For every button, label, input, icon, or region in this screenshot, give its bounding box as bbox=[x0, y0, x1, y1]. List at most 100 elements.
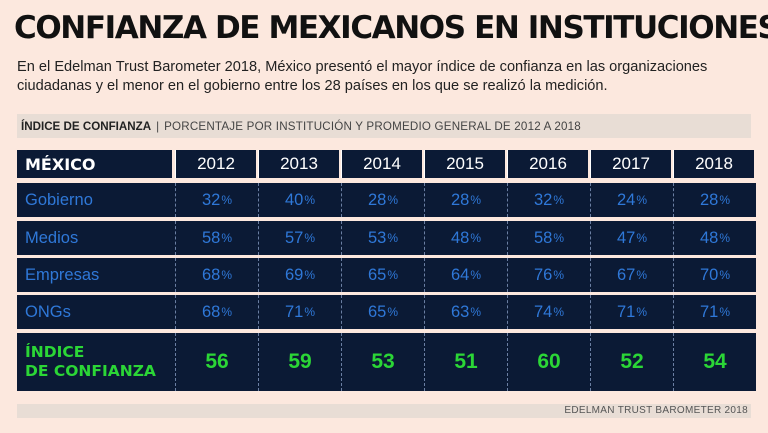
percent-sign: % bbox=[636, 305, 648, 319]
source-credit: EDELMAN TRUST BAROMETER 2018 bbox=[564, 405, 748, 416]
caption-description: PORCENTAJE POR INSTITUCIÓN Y PROMEDIO GE… bbox=[164, 119, 581, 133]
index-value: 54 bbox=[673, 333, 756, 391]
percent-sign: % bbox=[470, 231, 482, 245]
value-number: 71 bbox=[699, 302, 719, 321]
percent-sign: % bbox=[304, 193, 316, 207]
year-header: 2016 bbox=[507, 150, 588, 178]
value-number: 24 bbox=[616, 190, 636, 209]
year-header: 2013 bbox=[258, 150, 339, 178]
index-row: ÍNDICE DE CONFIANZA 56 59 53 51 60 52 54 bbox=[17, 333, 756, 391]
percent-sign: % bbox=[221, 305, 233, 319]
value-cell: 69% bbox=[258, 258, 341, 292]
page-title: CONFIANZA DE MEXICANOS EN INSTITUCIONES bbox=[14, 10, 768, 46]
value-number: 47 bbox=[616, 228, 636, 247]
value-cell: 32% bbox=[175, 183, 258, 217]
value-cell: 40% bbox=[258, 183, 341, 217]
value-number: 65 bbox=[367, 265, 387, 284]
value-cell: 65% bbox=[341, 258, 424, 292]
index-value: 60 bbox=[507, 333, 590, 391]
table-row-gobierno: Gobierno 32% 40% 28% 28% 32% 24% 28% bbox=[17, 183, 756, 217]
value-cell: 58% bbox=[507, 221, 590, 255]
value-cell: 71% bbox=[258, 295, 341, 329]
percent-sign: % bbox=[636, 193, 648, 207]
value-number: 40 bbox=[284, 190, 304, 209]
value-number: 71 bbox=[284, 302, 304, 321]
index-value: 53 bbox=[341, 333, 424, 391]
percent-sign: % bbox=[553, 193, 565, 207]
corner-label: MÉXICO bbox=[17, 150, 172, 178]
value-number: 28 bbox=[450, 190, 470, 209]
value-cell: 24% bbox=[590, 183, 673, 217]
value-cell: 63% bbox=[424, 295, 507, 329]
value-cell: 47% bbox=[590, 221, 673, 255]
value-cell: 64% bbox=[424, 258, 507, 292]
year-header: 2012 bbox=[175, 150, 256, 178]
caption-separator: | bbox=[156, 119, 160, 133]
value-number: 48 bbox=[699, 228, 719, 247]
percent-sign: % bbox=[221, 268, 233, 282]
index-label-line2: DE CONFIANZA bbox=[25, 362, 156, 380]
percent-sign: % bbox=[221, 231, 233, 245]
percent-sign: % bbox=[387, 231, 399, 245]
year-header: 2018 bbox=[673, 150, 754, 178]
value-cell: 58% bbox=[175, 221, 258, 255]
percent-sign: % bbox=[387, 305, 399, 319]
percent-sign: % bbox=[221, 193, 233, 207]
percent-sign: % bbox=[553, 231, 565, 245]
value-number: 65 bbox=[367, 302, 387, 321]
value-number: 68 bbox=[201, 265, 221, 284]
value-cell: 57% bbox=[258, 221, 341, 255]
value-number: 76 bbox=[533, 265, 553, 284]
index-value: 51 bbox=[424, 333, 507, 391]
value-number: 58 bbox=[533, 228, 553, 247]
table-row-empresas: Empresas 68% 69% 65% 64% 76% 67% 70% bbox=[17, 258, 756, 292]
value-number: 70 bbox=[699, 265, 719, 284]
percent-sign: % bbox=[719, 193, 731, 207]
value-cell: 32% bbox=[507, 183, 590, 217]
year-header: 2015 bbox=[424, 150, 505, 178]
index-label: ÍNDICE DE CONFIANZA bbox=[17, 333, 175, 391]
percent-sign: % bbox=[387, 268, 399, 282]
subtitle: En el Edelman Trust Barometer 2018, Méxi… bbox=[17, 59, 708, 94]
percent-sign: % bbox=[470, 193, 482, 207]
value-cell: 68% bbox=[175, 258, 258, 292]
percent-sign: % bbox=[304, 231, 316, 245]
value-number: 64 bbox=[450, 265, 470, 284]
value-number: 58 bbox=[201, 228, 221, 247]
year-header: 2014 bbox=[341, 150, 422, 178]
percent-sign: % bbox=[719, 268, 731, 282]
value-number: 53 bbox=[367, 228, 387, 247]
value-cell: 28% bbox=[673, 183, 756, 217]
value-cell: 71% bbox=[590, 295, 673, 329]
value-number: 28 bbox=[699, 190, 719, 209]
value-number: 69 bbox=[284, 265, 304, 284]
row-label: Medios bbox=[17, 221, 175, 255]
percent-sign: % bbox=[636, 231, 648, 245]
percent-sign: % bbox=[387, 193, 399, 207]
value-number: 71 bbox=[616, 302, 636, 321]
year-header: 2017 bbox=[590, 150, 671, 178]
value-cell: 65% bbox=[341, 295, 424, 329]
percent-sign: % bbox=[304, 268, 316, 282]
value-number: 67 bbox=[616, 265, 636, 284]
table-row-ongs: ONGs 68% 71% 65% 63% 74% 71% 71% bbox=[17, 295, 756, 329]
value-number: 48 bbox=[450, 228, 470, 247]
value-cell: 70% bbox=[673, 258, 756, 292]
index-label-line1: ÍNDICE bbox=[25, 343, 85, 361]
index-value: 56 bbox=[175, 333, 258, 391]
row-label: ONGs bbox=[17, 295, 175, 329]
table-header-row: MÉXICO 2012 2013 2014 2015 2016 2017 2018 bbox=[17, 150, 754, 178]
table-caption-band: ÍNDICE DE CONFIANZA | PORCENTAJE POR INS… bbox=[17, 114, 751, 138]
percent-sign: % bbox=[553, 305, 565, 319]
value-cell: 48% bbox=[424, 221, 507, 255]
percent-sign: % bbox=[553, 268, 565, 282]
value-cell: 48% bbox=[673, 221, 756, 255]
value-cell: 74% bbox=[507, 295, 590, 329]
value-cell: 71% bbox=[673, 295, 756, 329]
value-cell: 28% bbox=[341, 183, 424, 217]
value-number: 74 bbox=[533, 302, 553, 321]
percent-sign: % bbox=[470, 305, 482, 319]
footer-band bbox=[17, 404, 751, 418]
value-number: 28 bbox=[367, 190, 387, 209]
value-number: 63 bbox=[450, 302, 470, 321]
